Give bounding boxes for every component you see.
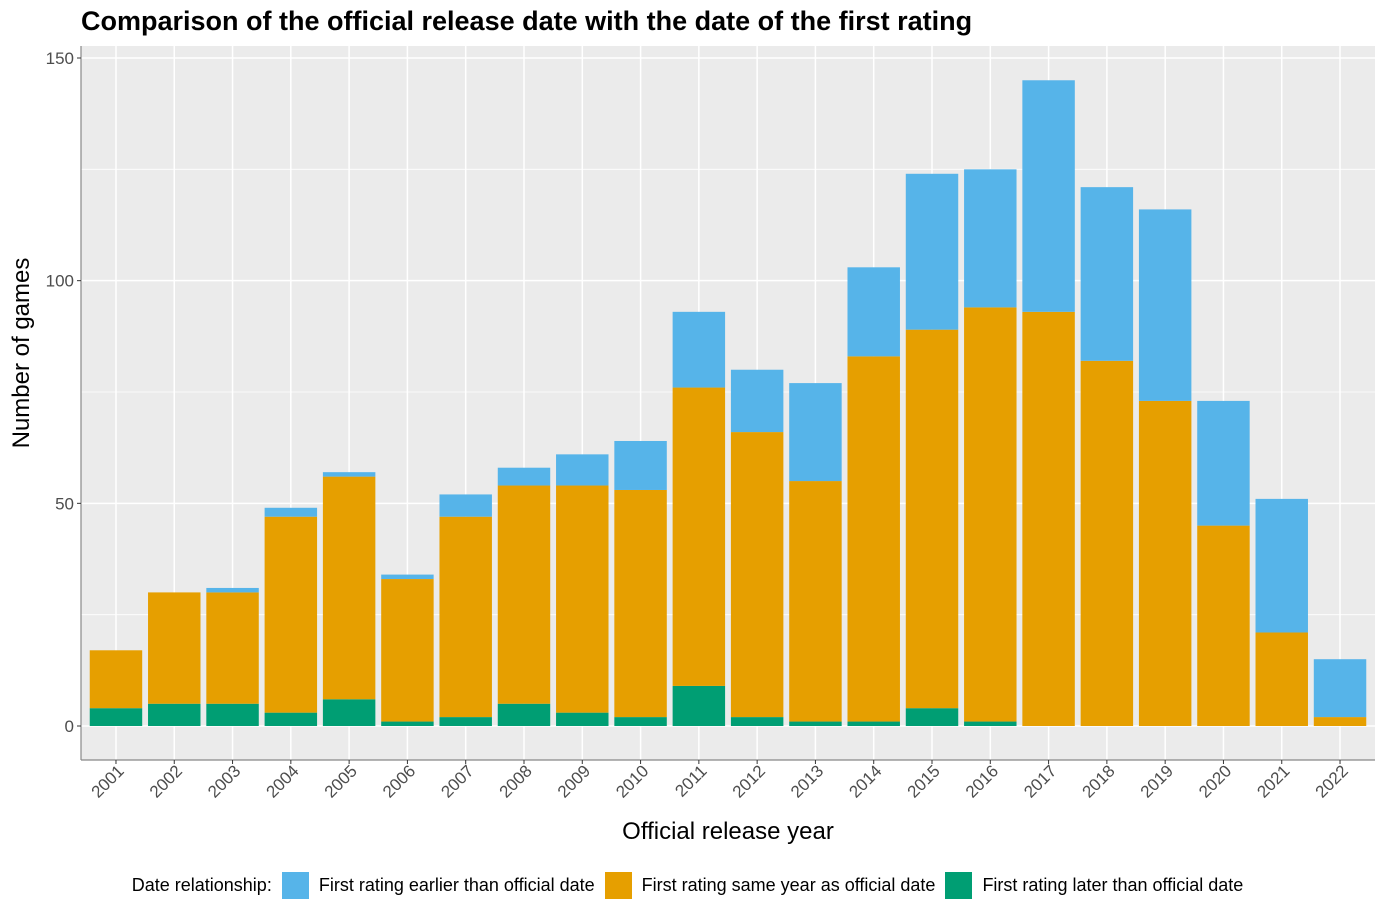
x-tick-label: 2018 xyxy=(1079,761,1119,801)
bars xyxy=(89,80,1367,726)
x-tick-label: 2003 xyxy=(204,761,244,801)
bar-2007-first-rating-earlier-than-official-date xyxy=(439,494,492,517)
bar-2022-first-rating-earlier-than-official-date xyxy=(1313,659,1367,718)
x-tick-label: 2009 xyxy=(554,761,594,801)
bar-2020-first-rating-same-year-as-official-date xyxy=(1197,525,1250,726)
y-tick-label: 100 xyxy=(46,272,74,291)
y-tick-label: 50 xyxy=(55,494,74,513)
bar-2009-first-rating-same-year-as-official-date xyxy=(556,485,609,713)
bar-2004-first-rating-earlier-than-official-date xyxy=(264,507,318,517)
bar-2021-first-rating-same-year-as-official-date xyxy=(1255,632,1308,726)
bar-2001-first-rating-later-than-official-date xyxy=(89,708,143,726)
bar-2002-first-rating-later-than-official-date xyxy=(148,703,201,726)
legend-label: First rating same year as official date xyxy=(641,875,936,895)
x-axis-label: Official release year xyxy=(622,818,834,845)
bar-2005-first-rating-earlier-than-official-date xyxy=(322,472,376,477)
bar-2012-first-rating-later-than-official-date xyxy=(730,717,784,726)
legend-item: First rating earlier than official date xyxy=(281,872,595,899)
bar-2020-first-rating-earlier-than-official-date xyxy=(1197,400,1250,526)
bar-2011-first-rating-same-year-as-official-date xyxy=(672,387,726,686)
bar-2009-first-rating-earlier-than-official-date xyxy=(556,454,609,486)
bar-2007-first-rating-later-than-official-date xyxy=(439,717,492,726)
bar-2012-first-rating-earlier-than-official-date xyxy=(730,369,784,433)
bar-2009-first-rating-later-than-official-date xyxy=(556,712,609,726)
bar-2014-first-rating-later-than-official-date xyxy=(847,721,900,726)
x-tick-label: 2021 xyxy=(1253,761,1293,801)
legend: Date relationship: First rating earlier … xyxy=(0,872,1385,899)
legend-label: First rating earlier than official date xyxy=(318,875,595,895)
bar-2008-first-rating-same-year-as-official-date xyxy=(497,485,551,704)
bar-2007-first-rating-same-year-as-official-date xyxy=(439,516,492,718)
x-tick-label: 2012 xyxy=(729,761,769,801)
legend-item: First rating same year as official date xyxy=(604,872,936,899)
bar-2008-first-rating-earlier-than-official-date xyxy=(497,467,551,486)
bar-2015-first-rating-same-year-as-official-date xyxy=(905,329,959,709)
bar-2016-first-rating-later-than-official-date xyxy=(964,721,1017,726)
legend-label: First rating later than official date xyxy=(982,875,1244,895)
bar-2010-first-rating-later-than-official-date xyxy=(614,717,667,726)
bar-2017-first-rating-same-year-as-official-date xyxy=(1022,311,1075,726)
y-tick-label: 150 xyxy=(46,49,74,68)
bar-2006-first-rating-same-year-as-official-date xyxy=(381,579,434,722)
bar-2006-first-rating-earlier-than-official-date xyxy=(381,574,434,580)
chart-title: Comparison of the official release date … xyxy=(81,6,973,36)
x-tick-label: 2004 xyxy=(262,761,302,801)
bar-2013-first-rating-earlier-than-official-date xyxy=(789,383,842,482)
y-tick-label: 0 xyxy=(65,717,74,736)
bar-2001-first-rating-same-year-as-official-date xyxy=(89,650,143,709)
bar-2019-first-rating-same-year-as-official-date xyxy=(1138,400,1192,726)
legend-item: First rating later than official date xyxy=(945,872,1243,899)
bar-2012-first-rating-same-year-as-official-date xyxy=(730,432,784,718)
bar-2022-first-rating-same-year-as-official-date xyxy=(1313,717,1367,726)
bar-2014-first-rating-same-year-as-official-date xyxy=(847,356,900,722)
legend-swatch xyxy=(945,872,973,899)
bar-2021-first-rating-earlier-than-official-date xyxy=(1255,498,1308,633)
bar-2015-first-rating-earlier-than-official-date xyxy=(905,173,959,330)
bar-2005-first-rating-same-year-as-official-date xyxy=(322,476,376,700)
x-tick-label: 2020 xyxy=(1195,761,1235,801)
bar-2002-first-rating-same-year-as-official-date xyxy=(148,592,201,704)
bar-2018-first-rating-earlier-than-official-date xyxy=(1080,187,1134,361)
legend-swatch xyxy=(604,872,632,899)
bar-2004-first-rating-same-year-as-official-date xyxy=(264,516,318,713)
bar-2003-first-rating-same-year-as-official-date xyxy=(206,592,259,704)
bar-2014-first-rating-earlier-than-official-date xyxy=(847,267,900,357)
bar-2003-first-rating-earlier-than-official-date xyxy=(206,587,259,593)
x-tick-label: 2002 xyxy=(146,761,186,801)
bar-2011-first-rating-earlier-than-official-date xyxy=(672,311,726,388)
x-tick-label: 2008 xyxy=(496,761,536,801)
x-tick-label: 2022 xyxy=(1312,761,1352,801)
bar-2011-first-rating-later-than-official-date xyxy=(672,685,726,726)
x-tick-label: 2017 xyxy=(1020,761,1060,801)
bar-2003-first-rating-later-than-official-date xyxy=(206,703,259,726)
legend-title: Date relationship: xyxy=(131,875,272,895)
bar-2013-first-rating-later-than-official-date xyxy=(789,721,842,726)
x-tick-label: 2019 xyxy=(1137,761,1177,801)
bar-2006-first-rating-later-than-official-date xyxy=(381,721,434,726)
bar-2018-first-rating-same-year-as-official-date xyxy=(1080,360,1134,726)
bar-2010-first-rating-same-year-as-official-date xyxy=(614,489,667,718)
x-tick-label: 2001 xyxy=(88,761,128,801)
bar-2019-first-rating-earlier-than-official-date xyxy=(1138,209,1192,401)
bar-2017-first-rating-earlier-than-official-date xyxy=(1022,80,1075,312)
bar-2010-first-rating-earlier-than-official-date xyxy=(614,440,667,490)
bar-2004-first-rating-later-than-official-date xyxy=(264,712,318,726)
x-tick-label: 2016 xyxy=(962,761,1002,801)
bar-2016-first-rating-earlier-than-official-date xyxy=(964,169,1017,308)
x-tick-label: 2005 xyxy=(321,761,361,801)
x-tick-label: 2006 xyxy=(379,761,419,801)
x-tick-label: 2010 xyxy=(612,761,652,801)
bar-2013-first-rating-same-year-as-official-date xyxy=(789,481,842,722)
bar-2005-first-rating-later-than-official-date xyxy=(322,699,376,726)
bar-2015-first-rating-later-than-official-date xyxy=(905,708,959,726)
bar-2016-first-rating-same-year-as-official-date xyxy=(964,307,1017,722)
x-tick-label: 2007 xyxy=(437,761,477,801)
bar-2008-first-rating-later-than-official-date xyxy=(497,703,551,726)
x-tick-label: 2015 xyxy=(904,761,944,801)
x-tick-label: 2013 xyxy=(787,761,827,801)
x-tick-label: 2011 xyxy=(671,761,710,800)
legend-swatch xyxy=(281,872,309,899)
x-tick-label: 2014 xyxy=(845,761,885,801)
